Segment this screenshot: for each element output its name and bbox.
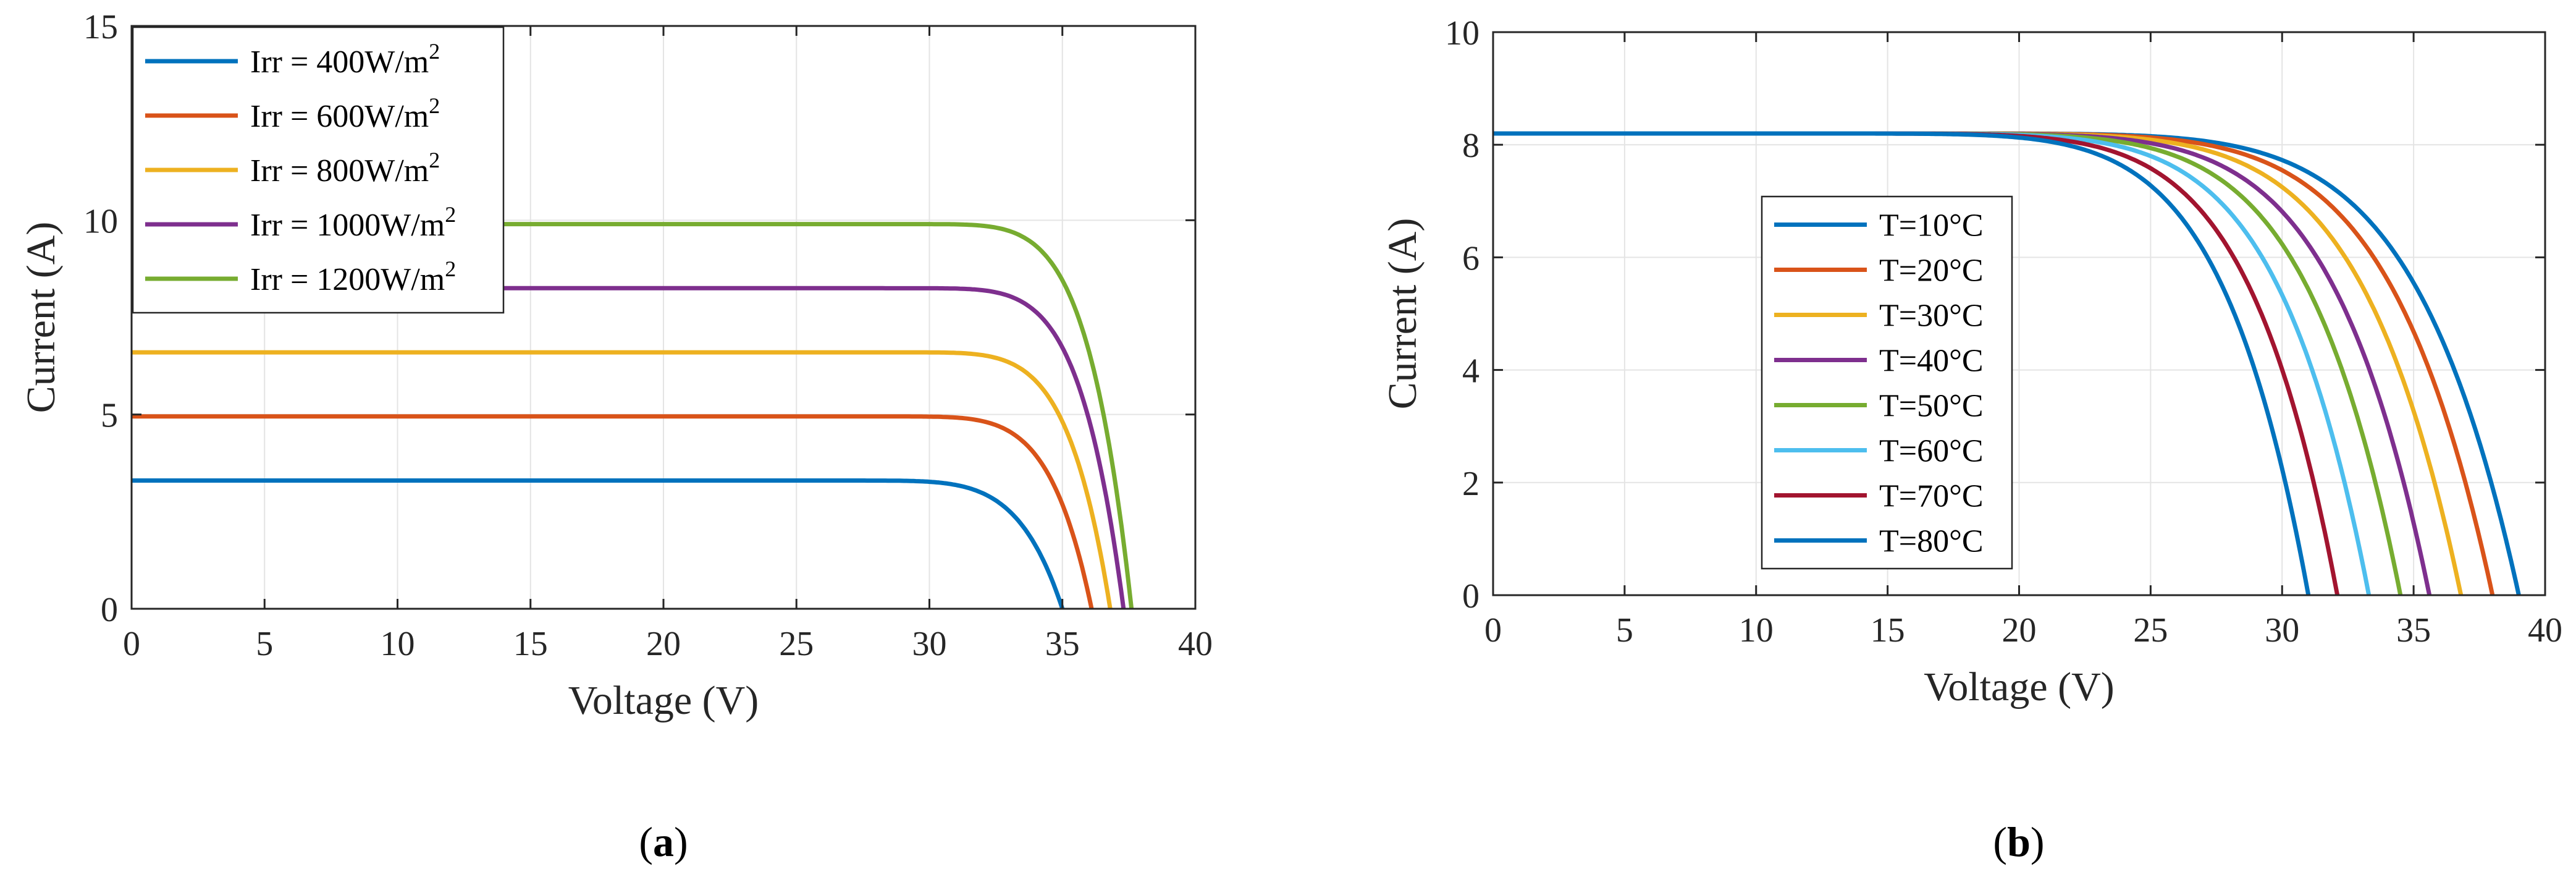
legend-label-text: Irr = 600W/m — [250, 99, 429, 134]
legend-label-superscript: 2 — [429, 39, 440, 64]
x-tick-label: 20 — [2002, 611, 2037, 650]
legend-label-text: T=70°C — [1879, 479, 1984, 514]
legend-label-3: T=30°C — [1879, 299, 1984, 334]
legend-label-1: T=10°C — [1879, 208, 1984, 244]
legend-label-2: T=20°C — [1879, 253, 1984, 289]
caption-open-paren: ( — [1993, 818, 2007, 865]
legend-label-text: T=60°C — [1879, 434, 1984, 469]
x-tick-label: 35 — [1045, 625, 1080, 663]
x-tick-label: 5 — [1616, 611, 1633, 650]
caption-close-paren: ) — [674, 818, 688, 865]
series-line-8 — [1492, 131, 2311, 596]
y-tick-label: 5 — [101, 397, 118, 435]
legend-label-8: T=80°C — [1879, 524, 1984, 559]
legend-label-text: Irr = 400W/m — [250, 44, 429, 80]
y-tick-label: 15 — [83, 8, 118, 46]
caption-close-paren: ) — [2031, 818, 2045, 865]
y-tick-label: 0 — [101, 591, 118, 629]
x-axis-title: Voltage (V) — [568, 678, 759, 723]
legend-label-text: Irr = 800W/m — [250, 153, 429, 189]
legend-label-3: Irr = 800W/m2 — [250, 148, 440, 189]
legend-label-superscript: 2 — [429, 93, 440, 118]
y-tick-label: 2 — [1462, 465, 1480, 503]
series-line-2 — [132, 414, 1094, 609]
series-line-1 — [132, 478, 1065, 610]
x-tick-label: 15 — [1871, 611, 1905, 650]
legend-label-text: T=80°C — [1879, 524, 1984, 559]
y-axis-title: Current (A) — [19, 222, 64, 413]
y-axis-title: Current (A) — [1380, 218, 1425, 410]
legend-label-4: T=40°C — [1879, 344, 1984, 379]
series-line-3 — [132, 350, 1113, 609]
y-tick-label: 10 — [83, 202, 118, 240]
legend-box — [1761, 195, 2013, 570]
legend-label-7: T=70°C — [1879, 479, 1984, 514]
x-axis-title: Voltage (V) — [1924, 664, 2115, 710]
x-tick-label: 10 — [381, 625, 415, 663]
x-tick-label: 40 — [1178, 625, 1213, 663]
x-tick-label: 10 — [1739, 611, 1774, 650]
y-tick-label: 4 — [1462, 352, 1480, 391]
legend-label-superscript: 2 — [445, 256, 456, 281]
legend-label-text: Irr = 1200W/m — [250, 262, 445, 297]
caption: (a) — [639, 818, 688, 865]
x-tick-label: 30 — [912, 625, 947, 663]
y-tick-label: 0 — [1462, 577, 1480, 616]
legend-label-2: Irr = 600W/m2 — [250, 93, 440, 134]
legend-label-6: T=60°C — [1879, 434, 1984, 469]
legend-label-text: T=10°C — [1879, 208, 1984, 244]
chart-b: 0 5 10 15 20 25 30 35 40 0 2 4 6 8 10 Voltage (V) Curren… — [1380, 14, 2562, 865]
caption-letter: a — [653, 818, 674, 865]
legend-label-text: Irr = 1000W/m — [250, 208, 445, 243]
legend-label-5: Irr = 1200W/m2 — [250, 256, 456, 297]
legend-label-text: T=40°C — [1879, 344, 1984, 379]
legend-label-5: T=50°C — [1879, 389, 1984, 424]
legend-label-1: Irr = 400W/m2 — [250, 39, 440, 80]
caption-open-paren: ( — [639, 818, 653, 865]
y-tick-label: 8 — [1462, 127, 1480, 165]
y-tick-label: 10 — [1445, 14, 1480, 53]
x-tick-label: 35 — [2396, 611, 2431, 650]
x-tick-label: 30 — [2265, 611, 2299, 650]
x-tick-label: 25 — [779, 625, 814, 663]
legend-label-4: Irr = 1000W/m2 — [250, 202, 456, 243]
legend-label-text: T=20°C — [1879, 253, 1984, 289]
legend-label-text: T=30°C — [1879, 299, 1984, 334]
x-tick-label: 25 — [2133, 611, 2168, 650]
x-tick-label: 40 — [2528, 611, 2562, 650]
x-tick-label: 0 — [123, 625, 140, 663]
x-tick-label: 5 — [256, 625, 273, 663]
x-tick-label: 0 — [1484, 611, 1502, 650]
caption-letter: b — [2007, 818, 2031, 865]
x-tick-label: 15 — [513, 625, 548, 663]
legend-label-superscript: 2 — [429, 148, 440, 172]
legend-label-text: T=50°C — [1879, 389, 1984, 424]
legend-label-superscript: 2 — [445, 202, 456, 227]
x-tick-label: 20 — [646, 625, 681, 663]
chart-a: 0 5 10 15 20 25 30 35 40 0 5 10 15 Voltage (V) Current… — [19, 8, 1213, 865]
y-tick-label: 6 — [1462, 239, 1480, 278]
caption: (b) — [1993, 818, 2044, 865]
